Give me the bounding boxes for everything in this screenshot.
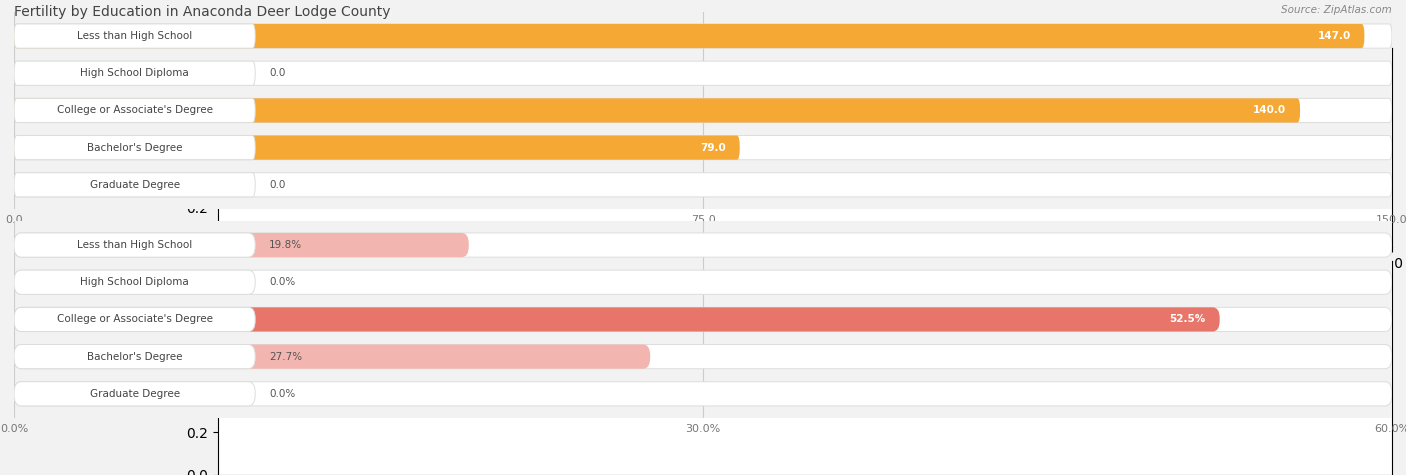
FancyBboxPatch shape xyxy=(14,382,1392,406)
Text: Bachelor's Degree: Bachelor's Degree xyxy=(87,142,183,152)
Text: 52.5%: 52.5% xyxy=(1170,314,1206,324)
Text: 140.0: 140.0 xyxy=(1253,105,1286,115)
Text: 147.0: 147.0 xyxy=(1317,31,1351,41)
Text: College or Associate's Degree: College or Associate's Degree xyxy=(56,105,212,115)
FancyBboxPatch shape xyxy=(14,24,1364,48)
FancyBboxPatch shape xyxy=(14,61,256,86)
FancyBboxPatch shape xyxy=(14,344,1392,369)
FancyBboxPatch shape xyxy=(14,382,256,406)
FancyBboxPatch shape xyxy=(14,233,468,257)
FancyBboxPatch shape xyxy=(14,307,1220,332)
Text: Fertility by Education in Anaconda Deer Lodge County: Fertility by Education in Anaconda Deer … xyxy=(14,5,391,19)
FancyBboxPatch shape xyxy=(14,173,1392,197)
Text: Bachelor's Degree: Bachelor's Degree xyxy=(87,352,183,361)
FancyBboxPatch shape xyxy=(14,135,740,160)
FancyBboxPatch shape xyxy=(14,98,1392,123)
FancyBboxPatch shape xyxy=(14,270,1392,294)
Text: Graduate Degree: Graduate Degree xyxy=(90,180,180,190)
Text: Graduate Degree: Graduate Degree xyxy=(90,389,180,399)
Text: 0.0: 0.0 xyxy=(269,68,285,78)
Text: 0.0: 0.0 xyxy=(269,180,285,190)
FancyBboxPatch shape xyxy=(14,24,256,48)
Text: Less than High School: Less than High School xyxy=(77,240,193,250)
FancyBboxPatch shape xyxy=(14,344,650,369)
FancyBboxPatch shape xyxy=(14,98,1301,123)
Text: 0.0%: 0.0% xyxy=(269,389,295,399)
FancyBboxPatch shape xyxy=(14,173,256,197)
FancyBboxPatch shape xyxy=(14,24,1392,48)
Text: 79.0: 79.0 xyxy=(700,142,725,152)
FancyBboxPatch shape xyxy=(14,307,256,332)
FancyBboxPatch shape xyxy=(14,98,256,123)
FancyBboxPatch shape xyxy=(14,135,256,160)
Text: High School Diploma: High School Diploma xyxy=(80,277,188,287)
FancyBboxPatch shape xyxy=(14,307,1392,332)
Text: Source: ZipAtlas.com: Source: ZipAtlas.com xyxy=(1281,5,1392,15)
FancyBboxPatch shape xyxy=(14,233,1392,257)
FancyBboxPatch shape xyxy=(14,233,256,257)
Text: High School Diploma: High School Diploma xyxy=(80,68,188,78)
FancyBboxPatch shape xyxy=(14,270,256,294)
FancyBboxPatch shape xyxy=(14,61,1392,86)
Text: College or Associate's Degree: College or Associate's Degree xyxy=(56,314,212,324)
Text: 19.8%: 19.8% xyxy=(269,240,302,250)
Text: Less than High School: Less than High School xyxy=(77,31,193,41)
FancyBboxPatch shape xyxy=(14,344,256,369)
Text: 0.0%: 0.0% xyxy=(269,277,295,287)
Text: 27.7%: 27.7% xyxy=(269,352,302,361)
FancyBboxPatch shape xyxy=(14,135,1392,160)
